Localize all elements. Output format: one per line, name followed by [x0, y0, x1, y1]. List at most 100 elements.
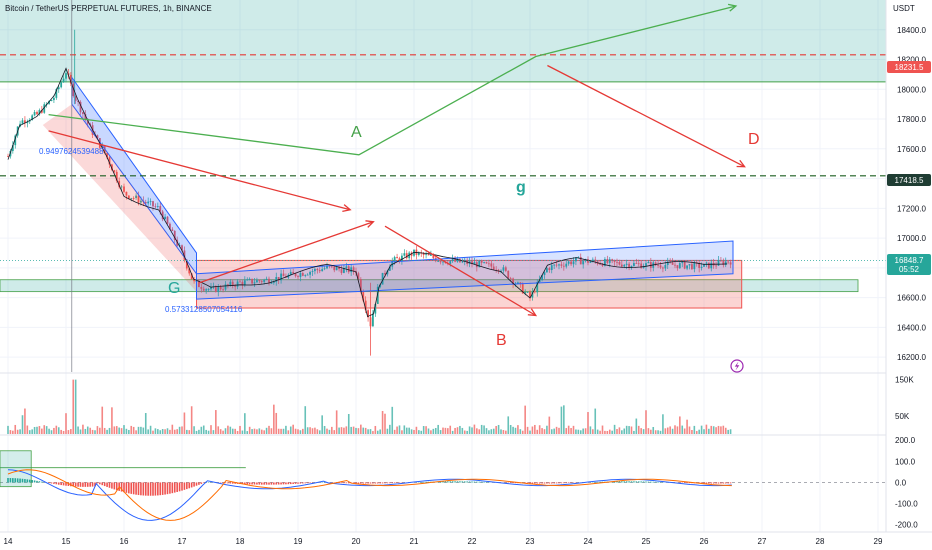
macd-histogram-bar	[55, 482, 58, 485]
time-tick-label: 22	[468, 537, 477, 546]
volume-bar	[275, 412, 278, 434]
volume-bar	[625, 425, 628, 434]
currency-label: USDT	[893, 4, 915, 13]
macd-histogram-bar	[154, 482, 157, 496]
candle-body	[149, 201, 152, 202]
volume-bar	[495, 426, 497, 434]
macd-histogram-bar	[386, 482, 389, 484]
volume-bar	[309, 427, 311, 434]
volume-bar	[529, 430, 531, 434]
candle-body	[449, 261, 452, 264]
candle-body	[546, 268, 548, 273]
candle-body	[38, 110, 41, 115]
macd-histogram-bar	[82, 482, 84, 487]
volume-bar	[222, 430, 224, 434]
volume-bar	[669, 426, 671, 434]
candle-body	[710, 262, 713, 269]
time-tick-label: 29	[874, 537, 883, 546]
volume-bar	[427, 428, 430, 434]
volume-bar	[379, 429, 381, 434]
macd-histogram-bar	[195, 482, 198, 486]
volume-bar	[101, 406, 104, 434]
candle-body	[311, 271, 314, 272]
macd-histogram-bar	[447, 481, 449, 483]
volume-bar	[437, 424, 439, 434]
candle-body	[202, 288, 205, 291]
candle-body	[188, 268, 191, 274]
candle-body	[456, 258, 459, 262]
macd-histogram-bar	[265, 482, 268, 485]
volume-bar	[613, 424, 616, 434]
volume-bar	[86, 426, 89, 434]
candle-body	[700, 266, 703, 268]
macd-histogram-bar	[101, 482, 104, 486]
macd-histogram-bar	[234, 482, 236, 484]
macd-histogram-bar	[111, 482, 113, 489]
macd-histogram-bar	[367, 482, 369, 484]
candle-body	[326, 265, 328, 269]
candle-body	[560, 264, 563, 266]
volume-bar	[294, 428, 297, 434]
candle-body	[77, 100, 79, 102]
volume-bar	[241, 430, 244, 434]
candle-body	[686, 265, 688, 269]
macd-histogram-bar	[7, 478, 9, 483]
macd-zone	[0, 450, 32, 488]
macd-histogram-bar	[347, 482, 350, 484]
volume-bar	[442, 427, 444, 434]
volume-bar	[693, 425, 696, 434]
macd-histogram-bar	[720, 482, 722, 484]
volume-bar	[144, 413, 147, 434]
candle-body	[239, 281, 241, 283]
macd-histogram-bar	[74, 482, 77, 487]
lightning-icon[interactable]	[730, 359, 744, 373]
candle-body	[289, 271, 292, 275]
volume-bar	[132, 426, 135, 434]
macd-histogram-bar	[222, 482, 224, 484]
macd-histogram-bar	[99, 482, 101, 485]
candle-body	[154, 206, 157, 208]
volume-bar	[461, 427, 464, 434]
candle-body	[727, 261, 730, 263]
time-tick-label: 28	[816, 537, 825, 546]
candle-body	[681, 261, 684, 264]
macd-histogram-bar	[512, 482, 514, 484]
macd-histogram-bar	[108, 482, 111, 488]
candle-body	[657, 265, 659, 266]
volume-bar	[72, 379, 75, 434]
macd-histogram-bar	[275, 482, 278, 485]
macd-histogram-bar	[125, 482, 128, 493]
candle-body	[432, 255, 435, 259]
volume-bar	[147, 429, 149, 434]
candle-body	[316, 269, 319, 271]
macd-histogram-bar	[712, 482, 715, 484]
macd-histogram-bar	[623, 481, 626, 483]
macd-histogram-bar	[514, 482, 517, 484]
volume-bar	[224, 428, 227, 434]
candle-body	[674, 264, 676, 266]
volume-bar	[570, 428, 572, 434]
volume-bar	[483, 425, 485, 434]
macd-histogram-bar	[444, 481, 447, 483]
candle-body	[156, 206, 159, 207]
macd-histogram-bar	[546, 482, 548, 484]
macd-histogram-bar	[384, 482, 386, 484]
macd-histogram-bar	[543, 482, 546, 484]
volume-bar	[340, 427, 343, 434]
candle-body	[323, 268, 326, 270]
candle-body	[381, 272, 384, 285]
macd-histogram-bar	[343, 482, 345, 484]
volume-bar	[454, 427, 456, 434]
svg-text:17418.5: 17418.5	[895, 176, 924, 185]
candle-body	[729, 262, 732, 265]
last-price-badge: 16848.7 05:52	[887, 254, 931, 275]
time-axis[interactable]: 14 15 16 17 18 19 20 21 22 23 24 25 26 27 28 29	[4, 537, 883, 546]
volume-bar	[287, 430, 290, 434]
volume-bar	[178, 426, 181, 434]
macd-histogram-bar	[178, 482, 181, 492]
volume-bar	[362, 427, 365, 434]
candle-body	[248, 278, 251, 280]
candle-body	[74, 96, 77, 101]
volume-bar	[654, 430, 657, 434]
